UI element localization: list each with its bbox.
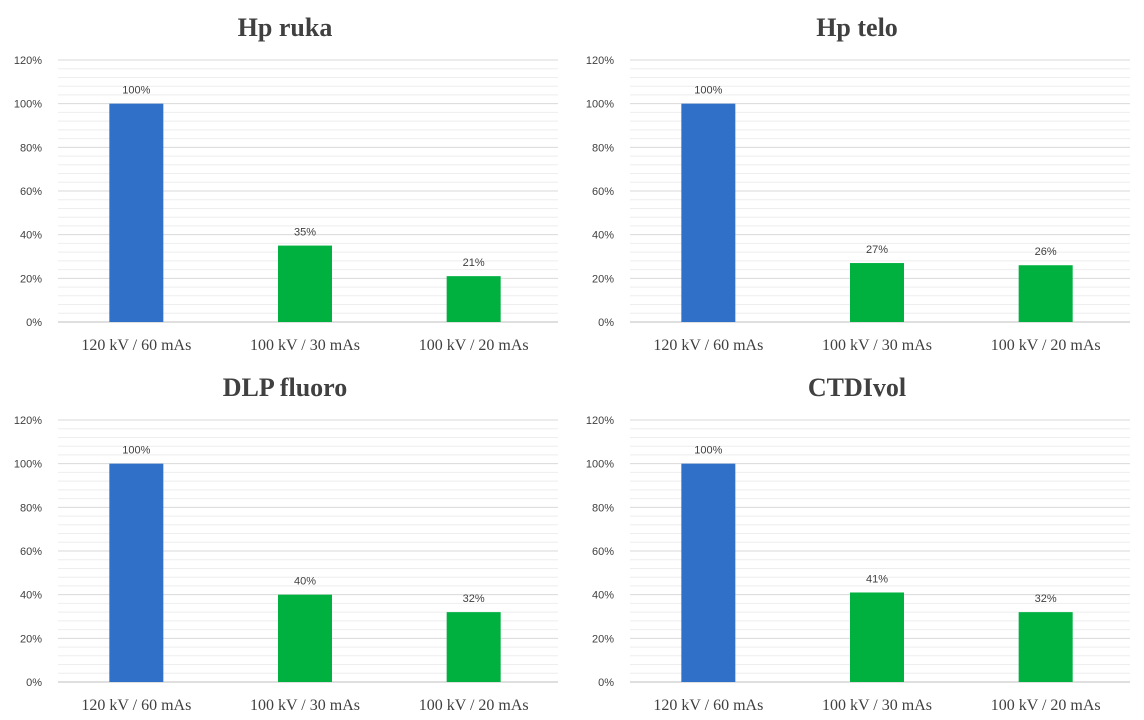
data-label: 100%	[122, 85, 150, 97]
y-tick-label: 120%	[14, 415, 42, 427]
bar	[850, 263, 904, 322]
y-tick-label: 80%	[20, 142, 42, 154]
y-tick-label: 20%	[592, 273, 614, 285]
x-tick-label: 120 kV / 60 mAs	[81, 697, 191, 714]
y-tick-label: 100%	[586, 99, 614, 111]
x-tick-label: 100 kV / 30 mAs	[822, 697, 932, 714]
data-label: 100%	[694, 85, 722, 97]
bar	[446, 276, 501, 322]
bar	[109, 463, 164, 682]
chart-panel-3: CTDIvol 0% 20% 40% 60% 80% 100% 120% 100% 120 kV …	[572, 360, 1144, 720]
data-label: 26%	[1035, 246, 1057, 258]
data-label: 100%	[694, 445, 722, 457]
x-tick-label: 120 kV / 60 mAs	[81, 337, 191, 354]
y-tick-label: 100%	[14, 99, 42, 111]
y-tick-label: 20%	[20, 633, 42, 645]
chart-panel-2: DLP fluoro 0% 20% 40% 60% 80% 100% 120% 100% 120 …	[0, 360, 572, 720]
chart-dlp-fluoro: DLP fluoro 0% 20% 40% 60% 80% 100% 120% 100% 120 …	[14, 373, 558, 714]
data-label: 100%	[122, 445, 150, 457]
bar	[850, 592, 904, 682]
y-tick-label: 0%	[598, 677, 614, 689]
x-tick-label: 100 kV / 30 mAs	[250, 337, 360, 354]
data-label: 32%	[463, 593, 485, 605]
x-tick-label: 100 kV / 20 mAs	[991, 337, 1101, 354]
data-label: 32%	[1035, 593, 1057, 605]
y-tick-label: 0%	[26, 677, 42, 689]
y-tick-label: 80%	[592, 142, 614, 154]
chart-title: DLP fluoro	[223, 373, 347, 402]
x-tick-label: 120 kV / 60 mAs	[653, 337, 763, 354]
bar	[681, 103, 736, 323]
y-tick-label: 40%	[20, 590, 42, 602]
y-tick-label: 120%	[586, 55, 614, 67]
y-tick-label: 80%	[20, 502, 42, 514]
bar	[278, 245, 332, 322]
y-tick-label: 60%	[20, 546, 42, 558]
x-tick-label: 100 kV / 30 mAs	[822, 337, 932, 354]
y-tick-label: 20%	[592, 633, 614, 645]
y-tick-label: 60%	[592, 546, 614, 558]
data-label: 41%	[866, 573, 888, 585]
bar	[278, 594, 332, 682]
bar	[109, 103, 164, 323]
data-label: 21%	[463, 257, 485, 269]
x-tick-label: 100 kV / 20 mAs	[419, 697, 529, 714]
data-label: 35%	[294, 227, 316, 239]
chart-hp-telo: Hp telo 0% 20% 40% 60% 80% 100% 120% 100% 120 kV …	[586, 13, 1130, 354]
data-label: 27%	[866, 244, 888, 256]
chart-hp-ruka: Hp ruka 0% 20% 40% 60% 80% 100% 120% 100% 120 kV …	[14, 13, 558, 354]
y-tick-label: 100%	[14, 459, 42, 471]
y-tick-label: 40%	[592, 230, 614, 242]
bar	[446, 612, 501, 682]
y-tick-label: 120%	[586, 415, 614, 427]
y-tick-label: 0%	[26, 317, 42, 329]
bar	[1018, 265, 1073, 322]
data-label: 40%	[294, 576, 316, 588]
y-tick-label: 40%	[592, 590, 614, 602]
y-tick-label: 80%	[592, 502, 614, 514]
x-tick-label: 100 kV / 20 mAs	[419, 337, 529, 354]
y-tick-label: 60%	[20, 186, 42, 198]
x-tick-label: 120 kV / 60 mAs	[653, 697, 763, 714]
y-tick-label: 40%	[20, 230, 42, 242]
chart-panel-1: Hp telo 0% 20% 40% 60% 80% 100% 120% 100% 120 kV …	[572, 0, 1144, 360]
chart-panel-0: Hp ruka 0% 20% 40% 60% 80% 100% 120% 100% 120 kV …	[0, 0, 572, 360]
y-tick-label: 120%	[14, 55, 42, 67]
y-tick-label: 60%	[592, 186, 614, 198]
bar	[1018, 612, 1073, 682]
x-tick-label: 100 kV / 30 mAs	[250, 697, 360, 714]
x-tick-label: 100 kV / 20 mAs	[991, 697, 1101, 714]
chart-title: CTDIvol	[808, 373, 906, 402]
y-tick-label: 0%	[598, 317, 614, 329]
chart-ctdivol: CTDIvol 0% 20% 40% 60% 80% 100% 120% 100% 120 kV …	[586, 373, 1130, 714]
bar	[681, 463, 736, 682]
y-tick-label: 100%	[586, 459, 614, 471]
y-tick-label: 20%	[20, 273, 42, 285]
chart-title: Hp ruka	[238, 13, 333, 42]
chart-title: Hp telo	[816, 13, 898, 42]
